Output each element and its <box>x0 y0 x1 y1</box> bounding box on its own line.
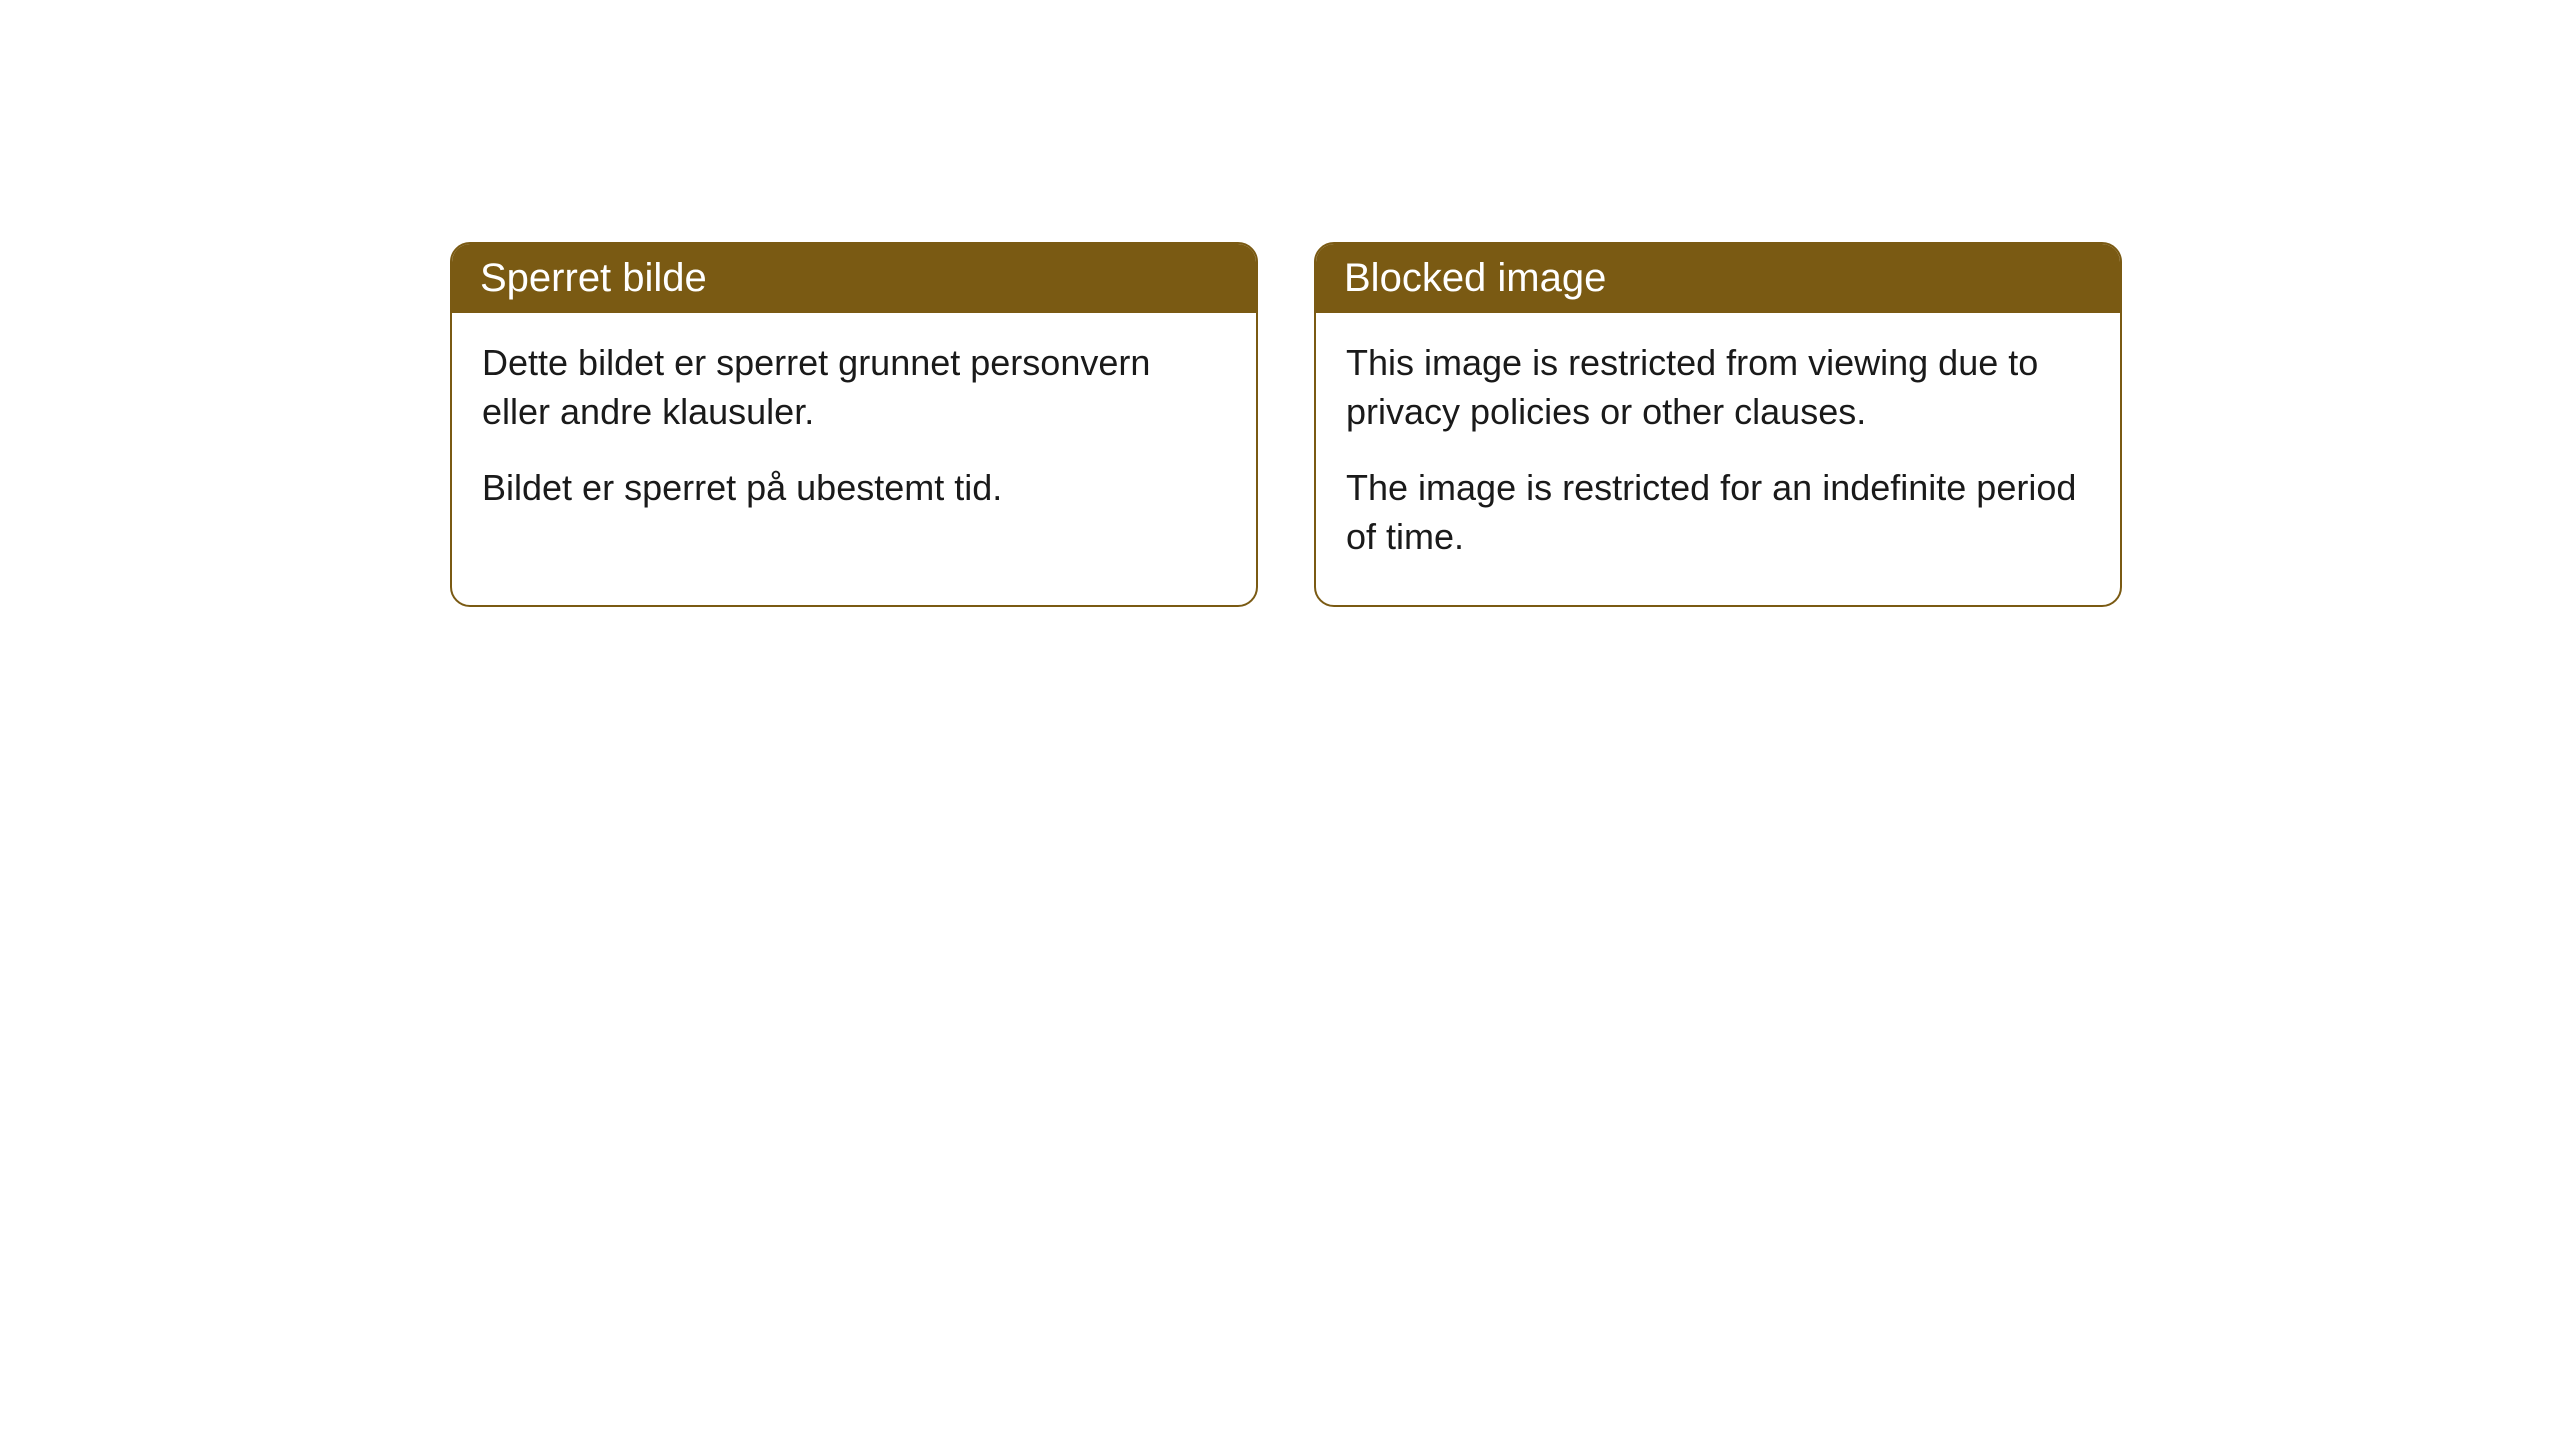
card-body: Dette bildet er sperret grunnet personve… <box>452 313 1256 557</box>
card-title: Blocked image <box>1344 256 1606 300</box>
notice-card-norwegian: Sperret bilde Dette bildet er sperret gr… <box>450 242 1258 607</box>
notice-card-english: Blocked image This image is restricted f… <box>1314 242 2122 607</box>
card-title: Sperret bilde <box>480 256 707 300</box>
card-paragraph: This image is restricted from viewing du… <box>1346 339 2090 436</box>
card-paragraph: The image is restricted for an indefinit… <box>1346 464 2090 561</box>
card-paragraph: Bildet er sperret på ubestemt tid. <box>482 464 1226 513</box>
notice-cards-container: Sperret bilde Dette bildet er sperret gr… <box>450 242 2122 607</box>
card-header: Blocked image <box>1316 244 2120 313</box>
card-paragraph: Dette bildet er sperret grunnet personve… <box>482 339 1226 436</box>
card-header: Sperret bilde <box>452 244 1256 313</box>
card-body: This image is restricted from viewing du… <box>1316 313 2120 605</box>
